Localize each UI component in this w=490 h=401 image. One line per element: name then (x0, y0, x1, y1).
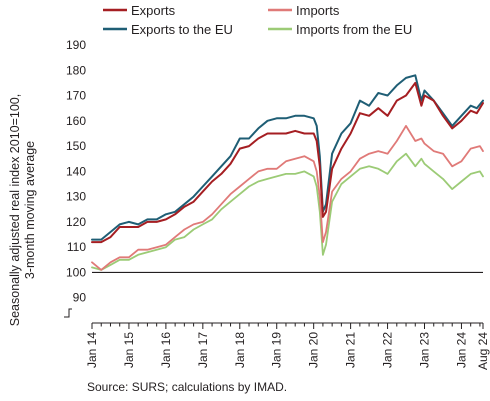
legend: Exports Imports Exports to the EU Imports f… (103, 3, 412, 37)
legend-label: Exports (131, 3, 176, 18)
series-line-exports (91, 81, 484, 244)
x-tick-label: Jan 18 (233, 332, 247, 368)
axis-break-mark (64, 308, 72, 318)
x-tick-label: Jan 14 (85, 332, 99, 368)
y-axis: 90 100 110 120 130 140 150 160 170 180 190 (64, 38, 483, 318)
series-lines (91, 74, 484, 271)
y-tick-label: 110 (67, 240, 86, 254)
series-line-imports-from-the-eu (91, 152, 484, 271)
y-axis-title-line-1: Seasonally adjusted real index 2010=100, (8, 94, 22, 326)
x-tick-label: Jan 15 (122, 332, 136, 368)
y-tick-label: 160 (66, 114, 86, 128)
x-tick-label: Jan 20 (307, 332, 321, 368)
series-line-imports (91, 125, 484, 271)
x-axis: Jan 14 Jan 15 Jan 16 Jan 17 Jan 18 Jan 19 Jan … (85, 322, 490, 370)
x-tick-label: Jan 17 (196, 332, 210, 368)
y-axis-title-line-2: 3-month moving average (23, 141, 37, 279)
y-tick-label: 180 (66, 63, 86, 77)
y-tick-label: 120 (66, 215, 86, 229)
y-tick-label: 140 (66, 164, 86, 178)
x-tick-label: Jan 22 (381, 332, 395, 368)
y-tick-label: 170 (66, 89, 86, 103)
y-tick-label: 100 (66, 265, 86, 279)
series-line-exports-to-the-eu (91, 74, 484, 241)
y-tick-label: 150 (66, 139, 86, 153)
y-tick-label: 190 (66, 38, 86, 52)
legend-label: Imports (296, 3, 340, 18)
y-tick-label: 90 (73, 291, 87, 305)
y-tick-label: 130 (66, 190, 86, 204)
y-axis-title: Seasonally adjusted real index 2010=100,… (8, 94, 37, 326)
source-note: Source: SURS; calculations by IMAD. (87, 380, 288, 394)
x-tick-label: Jan 24 (454, 332, 468, 368)
x-tick-label: Aug 24 (476, 332, 490, 370)
x-tick-label: Jan 21 (344, 332, 358, 368)
legend-label: Imports from the EU (296, 22, 412, 37)
x-tick-label: Jan 19 (270, 332, 284, 368)
x-tick-label: Jan 23 (418, 332, 432, 368)
legend-label: Exports to the EU (131, 22, 233, 37)
x-tick-label: Jan 16 (159, 332, 173, 368)
